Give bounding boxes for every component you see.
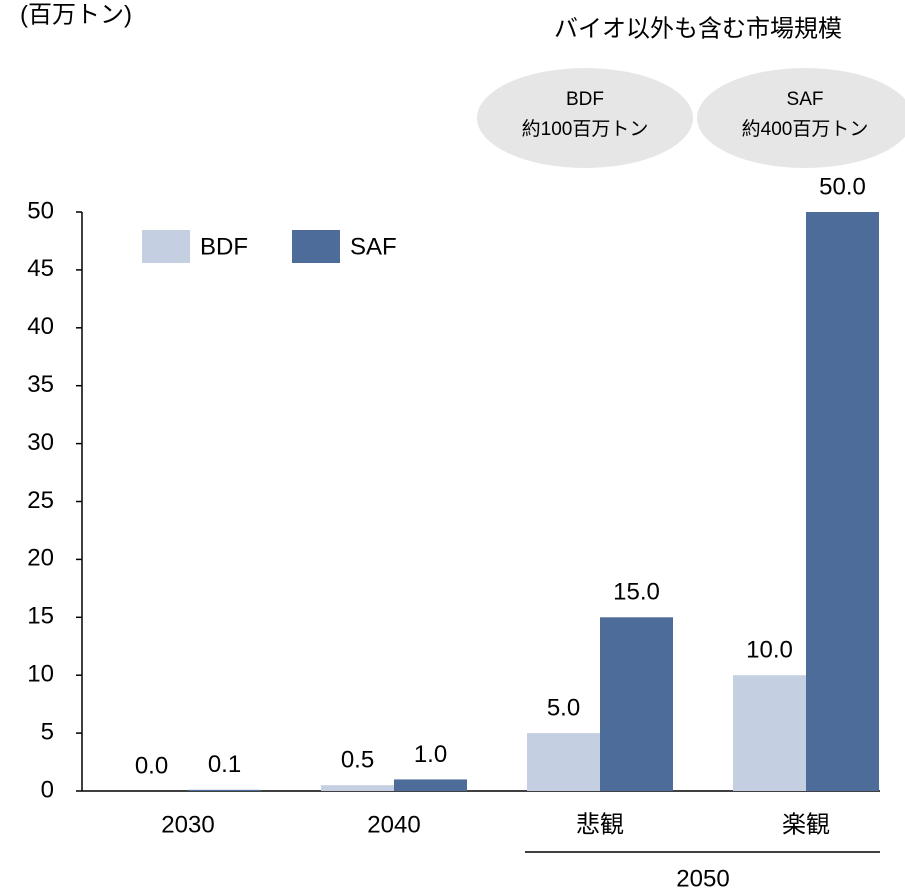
value-label: 10.0	[746, 637, 793, 664]
callout-bubble	[697, 68, 905, 168]
value-label: 0.5	[341, 747, 374, 774]
value-label: 15.0	[613, 579, 660, 606]
x-tick-label: 2030	[161, 811, 214, 838]
y-tick-label: 35	[27, 371, 54, 398]
callout-text: 約400百万トン	[742, 118, 869, 140]
y-tick-label: 20	[27, 545, 54, 572]
y-tick-label: 0	[41, 776, 54, 803]
bar	[394, 779, 467, 791]
y-tick-label: 40	[27, 313, 54, 340]
annotation: バイオ以外も含む市場規模	[554, 15, 842, 42]
legend-label: BDF	[200, 233, 248, 260]
y-tick-label: 10	[27, 661, 54, 688]
bar	[527, 733, 600, 791]
x-tick-label: 悲観	[576, 811, 624, 838]
value-label: 0.1	[208, 751, 241, 778]
value-label: 0.0	[135, 752, 168, 779]
y-tick-label: 50	[27, 197, 54, 224]
bar	[600, 617, 673, 791]
x-tick-label: 2040	[367, 811, 420, 838]
legend-swatch	[142, 230, 190, 263]
value-label: 5.0	[547, 694, 580, 721]
callout-text: BDF	[566, 89, 604, 110]
bar	[806, 212, 879, 791]
y-tick-label: 45	[27, 255, 54, 282]
y-tick-label: 15	[27, 603, 54, 630]
bar	[188, 789, 261, 791]
y-tick-label: 30	[27, 429, 54, 456]
legend-swatch	[292, 230, 340, 263]
y-tick-label: 5	[41, 718, 54, 745]
callout-text: 約100百万トン	[522, 118, 649, 140]
group-label: 2050	[676, 865, 729, 892]
callout-bubble	[477, 68, 693, 168]
legend-label: SAF	[350, 233, 397, 260]
x-tick-label: 楽観	[782, 811, 830, 838]
callout-text: SAF	[787, 89, 824, 110]
y-tick-label: 25	[27, 487, 54, 514]
y-axis-label: (百万トン)	[20, 1, 132, 28]
bar	[733, 675, 806, 791]
bar	[321, 785, 394, 791]
value-label: 50.0	[819, 173, 866, 200]
value-label: 1.0	[414, 741, 447, 768]
